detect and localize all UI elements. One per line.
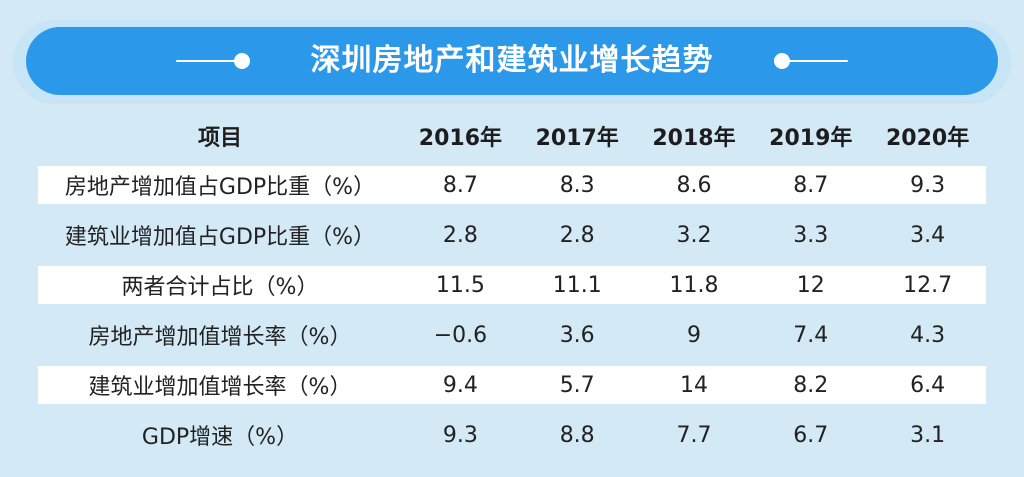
table-cell: 9.3	[910, 172, 946, 198]
table-cell: 3.1	[910, 422, 946, 448]
table-cell: 9.4	[442, 372, 478, 398]
table-cell: 9	[686, 322, 701, 348]
table-cell: 11.5	[435, 272, 485, 298]
table-cell: 3.4	[910, 222, 946, 248]
table-cell: 3.6	[559, 322, 595, 348]
table-row: GDP增速（%） 9.3 8.8 7.7 6.7 3.1	[38, 410, 986, 460]
decoration-line-left	[176, 60, 236, 62]
table-cell: 2.8	[442, 222, 478, 248]
table-row: 建筑业增加值占GDP比重（%） 2.8 2.8 3.2 3.3 3.4	[38, 210, 986, 260]
row-label: 建筑业增加值占GDP比重（%）	[64, 225, 376, 250]
row-label: GDP增速（%）	[141, 425, 299, 450]
table-cell: 4.3	[910, 322, 946, 348]
header-cell-2020: 2020年	[885, 126, 970, 151]
table-cell: 8.7	[793, 172, 829, 198]
table-row: 房地产增加值增长率（%） −0.6 3.6 9 7.4 4.3	[38, 310, 986, 360]
table-cell: 11.1	[552, 272, 602, 298]
header-cell-2016: 2016年	[418, 126, 503, 151]
table-cell: 11.8	[669, 272, 719, 298]
decoration-line-right	[788, 60, 848, 62]
row-label: 房地产增加值占GDP比重（%）	[64, 175, 376, 200]
table-row: 两者合计占比（%） 11.5 11.1 11.8 12 12.7	[38, 260, 986, 310]
table-cell: 8.8	[559, 422, 595, 448]
header-cell-2019: 2019年	[769, 126, 853, 151]
table-cell: 6.4	[910, 372, 946, 398]
table-cell: 5.7	[559, 372, 595, 398]
row-label: 房地产增加值增长率（%）	[88, 325, 352, 350]
row-label: 两者合计占比（%）	[121, 275, 319, 300]
table-cell: 3.2	[676, 222, 712, 248]
header-cell-item: 项目	[197, 126, 242, 151]
title-banner: 深圳房地产和建筑业增长趋势	[26, 27, 998, 95]
table-cell: 3.3	[793, 222, 829, 248]
row-label: 建筑业增加值增长率（%）	[88, 375, 352, 400]
table-row: 房地产增加值占GDP比重（%） 8.7 8.3 8.6 8.7 9.3	[38, 160, 986, 210]
chart-title: 深圳房地产和建筑业增长趋势	[310, 43, 714, 78]
table-cell: 7.4	[793, 322, 829, 348]
table-cell: 8.3	[559, 172, 595, 198]
table-cell: 6.7	[793, 422, 829, 448]
table-header-row: 项目 2016年 2017年 2018年 2019年 2020年	[38, 112, 986, 160]
decoration-dot-right	[774, 53, 790, 69]
table-cell: 8.2	[793, 372, 829, 398]
header-cell-2018: 2018年	[652, 126, 736, 151]
data-table: 项目 2016年 2017年 2018年 2019年 2020年 房地产增加值占…	[38, 112, 986, 460]
table-cell: 12	[796, 272, 825, 298]
header-cell-2017: 2017年	[535, 126, 619, 151]
table-cell: 8.7	[442, 172, 478, 198]
table-row: 建筑业增加值增长率（%） 9.4 5.7 14 8.2 6.4	[38, 360, 986, 410]
table-cell: 12.7	[903, 272, 953, 298]
table-cell: 2.8	[559, 222, 595, 248]
table-cell: 7.7	[676, 422, 712, 448]
table-cell: −0.6	[433, 322, 488, 348]
table-cell: 9.3	[442, 422, 478, 448]
table-cell: 14	[679, 372, 708, 398]
table-cell: 8.6	[676, 172, 712, 198]
decoration-dot-left	[234, 53, 250, 69]
